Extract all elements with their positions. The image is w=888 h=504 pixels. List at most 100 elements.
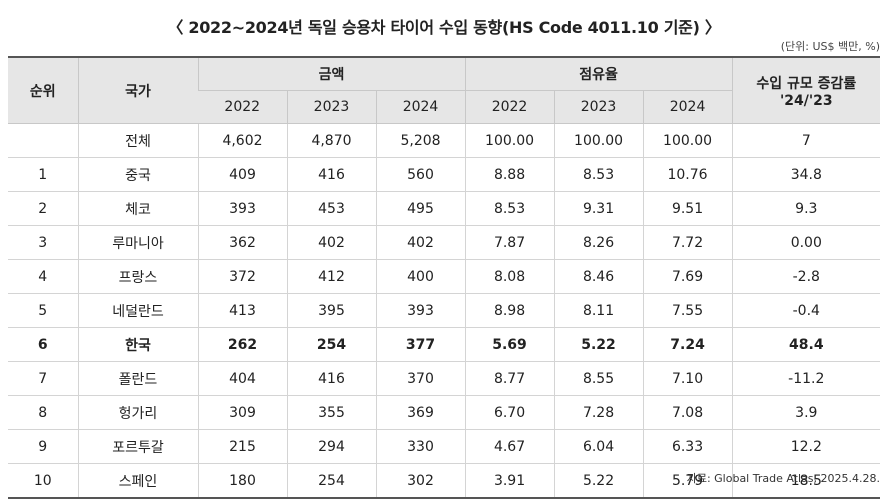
- cell-amount-2022: 393: [197, 191, 287, 226]
- cell-share-2023: 8.11: [553, 293, 644, 328]
- cell-country: 네덜란드: [77, 293, 198, 328]
- cell-amount-2023: 402: [286, 225, 376, 260]
- cell-rank: 4: [8, 259, 78, 294]
- cell-amount-2024: 370: [375, 361, 466, 396]
- cell-amount-2023: 416: [286, 361, 376, 396]
- cell-country: 헝가리: [77, 395, 198, 430]
- header-share-year: 2022: [464, 90, 555, 124]
- cell-share-2024: 100.00: [642, 123, 733, 158]
- cell-amount-2022: 409: [197, 157, 287, 192]
- cell-country: 전체: [77, 123, 198, 158]
- cell-country: 루마니아: [77, 225, 198, 260]
- import-table: 순위 국가 금액 점유율 수입 규모 증감률 '24/'23 2022 2023…: [8, 56, 881, 499]
- cell-amount-2022: 4,602: [197, 123, 287, 158]
- cell-amount-2023: 254: [286, 463, 376, 499]
- cell-amount-2024: 400: [375, 259, 466, 294]
- cell-share-2024: 7.69: [642, 259, 733, 294]
- cell-share-2024: 7.72: [642, 225, 733, 260]
- cell-share-2022: 6.70: [464, 395, 555, 430]
- cell-country: 중국: [77, 157, 198, 192]
- cell-share-2023: 8.26: [553, 225, 644, 260]
- cell-amount-2024: 393: [375, 293, 466, 328]
- cell-amount-2022: 362: [197, 225, 287, 260]
- cell-amount-2022: 262: [197, 327, 287, 362]
- cell-share-2024: 7.24: [642, 327, 733, 362]
- cell-amount-2024: 377: [375, 327, 466, 362]
- header-amount: 금액: [197, 57, 466, 91]
- cell-country: 스페인: [77, 463, 198, 499]
- header-amount-year: 2024: [375, 90, 466, 124]
- table-body: 전체 4,602 4,870 5,208 100.00 100.00 100.00 7 1 중국 4…: [8, 123, 881, 499]
- cell-amount-2023: 453: [286, 191, 376, 226]
- cell-amount-2024: 495: [375, 191, 466, 226]
- cell-growth: 0.00: [731, 225, 881, 260]
- header-share: 점유율: [464, 57, 733, 91]
- cell-share-2024: 7.55: [642, 293, 733, 328]
- cell-amount-2022: 309: [197, 395, 287, 430]
- cell-amount-2023: 412: [286, 259, 376, 294]
- cell-share-2024: 5.79: [642, 463, 733, 499]
- table-row: 4 프랑스 372 412 400 8.08 8.46 7.69 -2.8: [8, 259, 881, 294]
- cell-rank: 5: [8, 293, 78, 328]
- cell-share-2022: 5.69: [464, 327, 555, 362]
- cell-amount-2024: 560: [375, 157, 466, 192]
- cell-amount-2022: 215: [197, 429, 287, 464]
- cell-share-2022: 8.77: [464, 361, 555, 396]
- cell-share-2022: 8.53: [464, 191, 555, 226]
- cell-country: 프랑스: [77, 259, 198, 294]
- cell-rank: 7: [8, 361, 78, 396]
- cell-country: 한국: [77, 327, 198, 362]
- table-row: 8 헝가리 309 355 369 6.70 7.28 7.08 3.9: [8, 395, 881, 430]
- cell-share-2024: 9.51: [642, 191, 733, 226]
- cell-share-2023: 5.22: [553, 327, 644, 362]
- cell-rank: 1: [8, 157, 78, 192]
- cell-share-2023: 6.04: [553, 429, 644, 464]
- table-row: 7 폴란드 404 416 370 8.77 8.55 7.10 -11.2: [8, 361, 881, 396]
- cell-growth: -11.2: [731, 361, 881, 396]
- header-share-year: 2024: [642, 90, 733, 124]
- cell-rank: 3: [8, 225, 78, 260]
- header-growth: 수입 규모 증감률 '24/'23: [731, 57, 881, 124]
- cell-share-2024: 7.10: [642, 361, 733, 396]
- cell-growth: -0.4: [731, 293, 881, 328]
- cell-share-2023: 100.00: [553, 123, 644, 158]
- header-country: 국가: [77, 57, 198, 124]
- cell-amount-2023: 294: [286, 429, 376, 464]
- header-rank: 순위: [8, 57, 78, 124]
- cell-growth: 18.5: [731, 463, 881, 499]
- cell-rank: [8, 123, 78, 158]
- header-share-year: 2023: [553, 90, 644, 124]
- cell-rank: 9: [8, 429, 78, 464]
- table-row: 10 스페인 180 254 302 3.91 5.22 5.79 18.5: [8, 463, 881, 499]
- cell-share-2022: 8.98: [464, 293, 555, 328]
- cell-amount-2022: 372: [197, 259, 287, 294]
- cell-amount-2022: 413: [197, 293, 287, 328]
- cell-share-2022: 3.91: [464, 463, 555, 499]
- cell-rank: 2: [8, 191, 78, 226]
- table-row: 6 한국 262 254 377 5.69 5.22 7.24 48.4: [8, 327, 881, 362]
- cell-amount-2024: 302: [375, 463, 466, 499]
- cell-share-2023: 8.53: [553, 157, 644, 192]
- cell-amount-2024: 5,208: [375, 123, 466, 158]
- cell-rank: 6: [8, 327, 78, 362]
- cell-growth: -2.8: [731, 259, 881, 294]
- cell-share-2023: 7.28: [553, 395, 644, 430]
- cell-country: 폴란드: [77, 361, 198, 396]
- table-row: 5 네덜란드 413 395 393 8.98 8.11 7.55 -0.4: [8, 293, 881, 328]
- cell-growth: 12.2: [731, 429, 881, 464]
- cell-share-2022: 4.67: [464, 429, 555, 464]
- header-amount-year: 2022: [198, 90, 287, 124]
- cell-share-2024: 7.08: [642, 395, 733, 430]
- cell-country: 포르투갈: [77, 429, 198, 464]
- cell-share-2023: 9.31: [553, 191, 644, 226]
- cell-growth: 3.9: [731, 395, 881, 430]
- cell-share-2023: 5.22: [553, 463, 644, 499]
- cell-share-2022: 8.88: [464, 157, 555, 192]
- cell-growth: 48.4: [731, 327, 881, 362]
- cell-share-2023: 8.55: [553, 361, 644, 396]
- cell-amount-2022: 180: [197, 463, 287, 499]
- table-row: 3 루마니아 362 402 402 7.87 8.26 7.72 0.00: [8, 225, 881, 260]
- table-row: 전체 4,602 4,870 5,208 100.00 100.00 100.00 7: [8, 123, 881, 158]
- cell-growth: 7: [731, 123, 881, 158]
- cell-share-2022: 100.00: [464, 123, 555, 158]
